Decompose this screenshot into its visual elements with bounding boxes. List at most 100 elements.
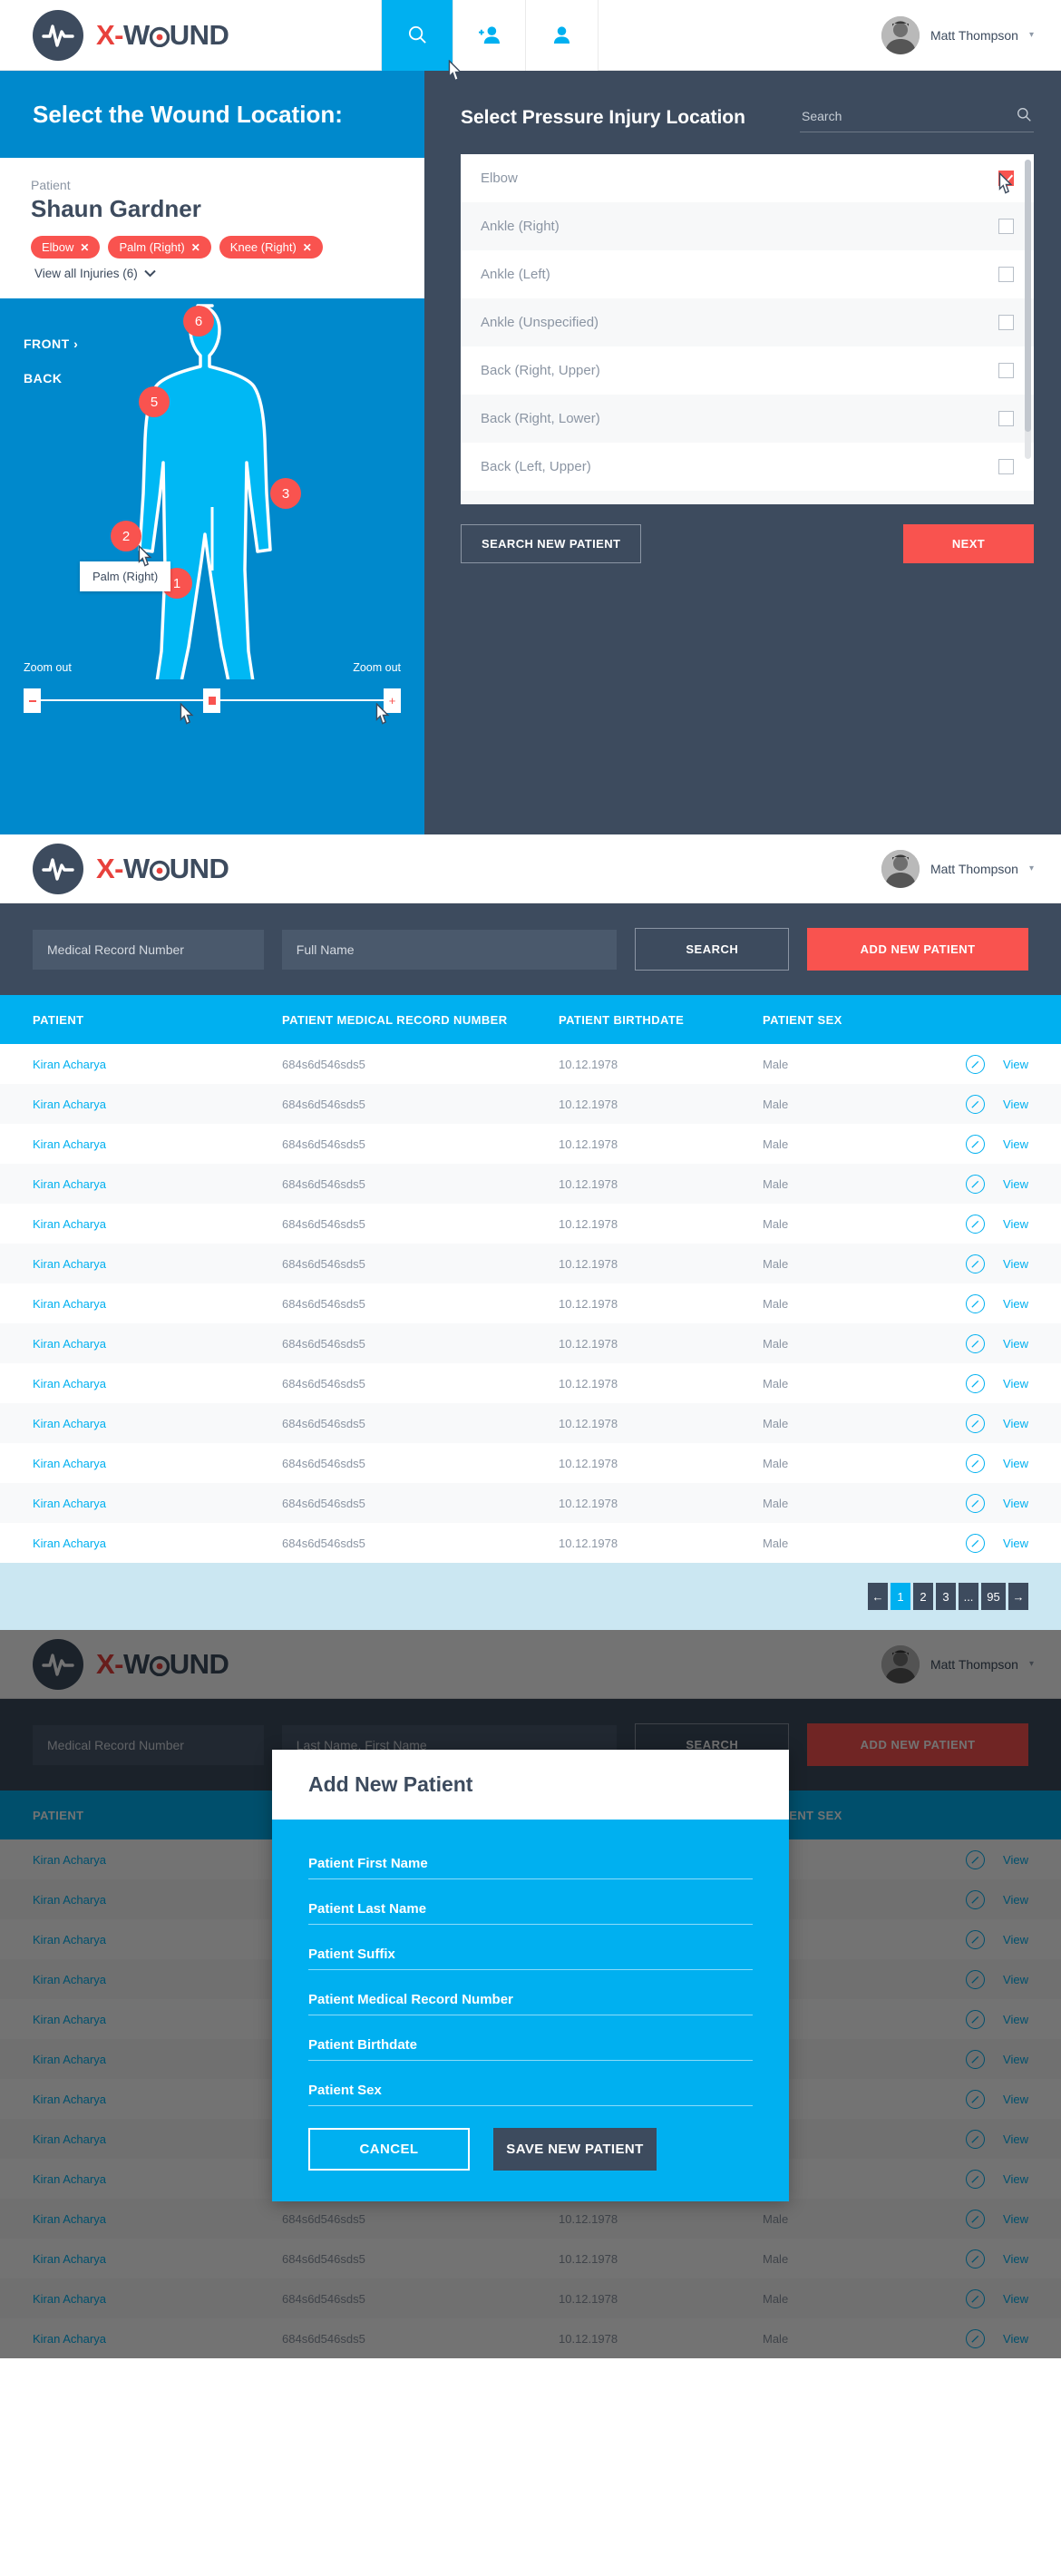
chevron-down-icon[interactable]: ▾ <box>1028 30 1034 40</box>
edit-icon[interactable] <box>966 2209 985 2229</box>
view-link[interactable]: View <box>1003 2171 1028 2186</box>
list-item[interactable]: Back (Right, Lower) <box>461 395 1034 443</box>
view-link[interactable]: View <box>1003 1097 1028 1111</box>
add-new-patient-button[interactable]: ADD NEW PATIENT <box>807 1723 1028 1766</box>
view-link[interactable]: View <box>1003 1972 1028 1986</box>
close-icon[interactable]: ✕ <box>80 240 90 254</box>
view-link[interactable]: View <box>1003 1137 1028 1151</box>
zoom-minus-button[interactable] <box>24 688 41 713</box>
logo[interactable]: X-W UND <box>0 9 381 61</box>
list-item[interactable]: Back (Right, Upper) <box>461 346 1034 395</box>
patient-link[interactable]: Kiran Acharya <box>33 1097 106 1111</box>
patient-link[interactable]: Kiran Acharya <box>33 1456 106 1470</box>
injury-list-scroll[interactable]: Elbow Ankle (Right) Ankle (Left) Ankle (… <box>461 154 1034 504</box>
list-item[interactable]: Elbow <box>461 154 1034 202</box>
edit-icon[interactable] <box>966 1413 985 1433</box>
edit-icon[interactable] <box>966 2169 985 2189</box>
scrollbar-thumb[interactable] <box>1025 160 1031 432</box>
chevron-down-icon[interactable]: ▾ <box>1028 1659 1034 1669</box>
edit-icon[interactable] <box>966 1969 985 1989</box>
patient-link[interactable]: Kiran Acharya <box>33 2132 106 2146</box>
patient-link[interactable]: Kiran Acharya <box>33 1416 106 1430</box>
patient-link[interactable]: Kiran Acharya <box>33 1852 106 1867</box>
logo[interactable]: X-W UND <box>0 1638 381 1690</box>
patient-link[interactable]: Kiran Acharya <box>33 1216 106 1231</box>
patient-link[interactable]: Kiran Acharya <box>33 2331 106 2346</box>
page-3[interactable]: 3 <box>936 1583 956 1610</box>
body-marker-3[interactable]: 3 <box>270 478 301 509</box>
field-patient-last-name[interactable]: Patient Last Name <box>308 1901 753 1925</box>
field-patient-birthdate[interactable]: Patient Birthdate <box>308 2037 753 2061</box>
view-link[interactable]: View <box>1003 1216 1028 1231</box>
edit-icon[interactable] <box>966 2129 985 2149</box>
search-icon[interactable] <box>1017 107 1032 127</box>
edit-icon[interactable] <box>966 1533 985 1553</box>
edit-icon[interactable] <box>966 1094 985 1114</box>
search-icon[interactable] <box>381 0 453 71</box>
view-link[interactable]: View <box>1003 1892 1028 1907</box>
checkbox[interactable] <box>998 315 1014 330</box>
injury-search[interactable] <box>800 103 1034 132</box>
patient-link[interactable]: Kiran Acharya <box>33 2251 106 2266</box>
patient-link[interactable]: Kiran Acharya <box>33 2211 106 2226</box>
list-item[interactable]: Ankle (Right) <box>461 202 1034 250</box>
patient-link[interactable]: Kiran Acharya <box>33 1296 106 1311</box>
patient-link[interactable]: Kiran Acharya <box>33 2291 106 2306</box>
edit-icon[interactable] <box>966 1929 985 1949</box>
front-label[interactable]: FRONT › <box>24 337 79 351</box>
edit-icon[interactable] <box>966 1054 985 1074</box>
patient-link[interactable]: Kiran Acharya <box>33 2012 106 2026</box>
edit-icon[interactable] <box>966 2328 985 2348</box>
full-name-input[interactable] <box>281 929 618 970</box>
checkbox[interactable] <box>998 171 1014 186</box>
medical-record-number-input[interactable] <box>33 929 264 970</box>
page-1[interactable]: 1 <box>891 1583 910 1610</box>
page-2[interactable]: 2 <box>913 1583 933 1610</box>
search-new-patient-button[interactable]: SEARCH NEW PATIENT <box>461 524 642 563</box>
chevron-down-icon[interactable]: ▾ <box>1028 864 1034 873</box>
view-link[interactable]: View <box>1003 2211 1028 2226</box>
next-button[interactable]: NEXT <box>903 524 1034 563</box>
edit-icon[interactable] <box>966 1293 985 1313</box>
search-button[interactable]: SEARCH <box>635 928 790 971</box>
zoom-slider-thumb[interactable] <box>203 688 220 713</box>
view-link[interactable]: View <box>1003 2052 1028 2066</box>
view-link[interactable]: View <box>1003 2291 1028 2306</box>
checkbox[interactable] <box>998 219 1014 234</box>
view-link[interactable]: View <box>1003 1376 1028 1390</box>
edit-icon[interactable] <box>966 2288 985 2308</box>
view-link[interactable]: View <box>1003 1416 1028 1430</box>
edit-icon[interactable] <box>966 1254 985 1273</box>
patient-link[interactable]: Kiran Acharya <box>33 1536 106 1550</box>
body-marker-6[interactable]: 6 <box>183 306 214 337</box>
close-icon[interactable]: ✕ <box>190 240 200 254</box>
list-item[interactable]: Back (Left, Upper) <box>461 443 1034 491</box>
view-link[interactable]: View <box>1003 1296 1028 1311</box>
body-marker-5[interactable]: 5 <box>139 386 170 417</box>
injury-location-list[interactable]: Elbow Ankle (Right) Ankle (Left) Ankle (… <box>461 154 1034 504</box>
user-menu[interactable]: Matt Thompson ▾ <box>881 849 1061 888</box>
patient-link[interactable]: Kiran Acharya <box>33 1176 106 1191</box>
zoom-plus-button[interactable]: + <box>384 688 401 713</box>
view-all-injuries-link[interactable]: View all Injuries (6) <box>34 267 156 280</box>
edit-icon[interactable] <box>966 1214 985 1234</box>
edit-icon[interactable] <box>966 1333 985 1353</box>
edit-icon[interactable] <box>966 1889 985 1909</box>
view-link[interactable]: View <box>1003 2012 1028 2026</box>
patient-link[interactable]: Kiran Acharya <box>33 1972 106 1986</box>
injury-search-input[interactable] <box>800 103 1034 132</box>
view-link[interactable]: View <box>1003 1336 1028 1351</box>
chip-elbow[interactable]: Elbow ✕ <box>31 236 101 259</box>
checkbox[interactable] <box>998 411 1014 426</box>
view-link[interactable]: View <box>1003 1057 1028 1071</box>
field-patient-sex[interactable]: Patient Sex <box>308 2083 753 2106</box>
patient-link[interactable]: Kiran Acharya <box>33 1336 106 1351</box>
page-95[interactable]: 95 <box>981 1583 1006 1610</box>
checkbox[interactable] <box>998 267 1014 282</box>
patient-link[interactable]: Kiran Acharya <box>33 1496 106 1510</box>
patient-link[interactable]: Kiran Acharya <box>33 1137 106 1151</box>
page-next[interactable]: → <box>1008 1583 1028 1610</box>
list-item[interactable]: Ankle (Left) <box>461 250 1034 298</box>
edit-icon[interactable] <box>966 1373 985 1393</box>
view-link[interactable]: View <box>1003 2251 1028 2266</box>
